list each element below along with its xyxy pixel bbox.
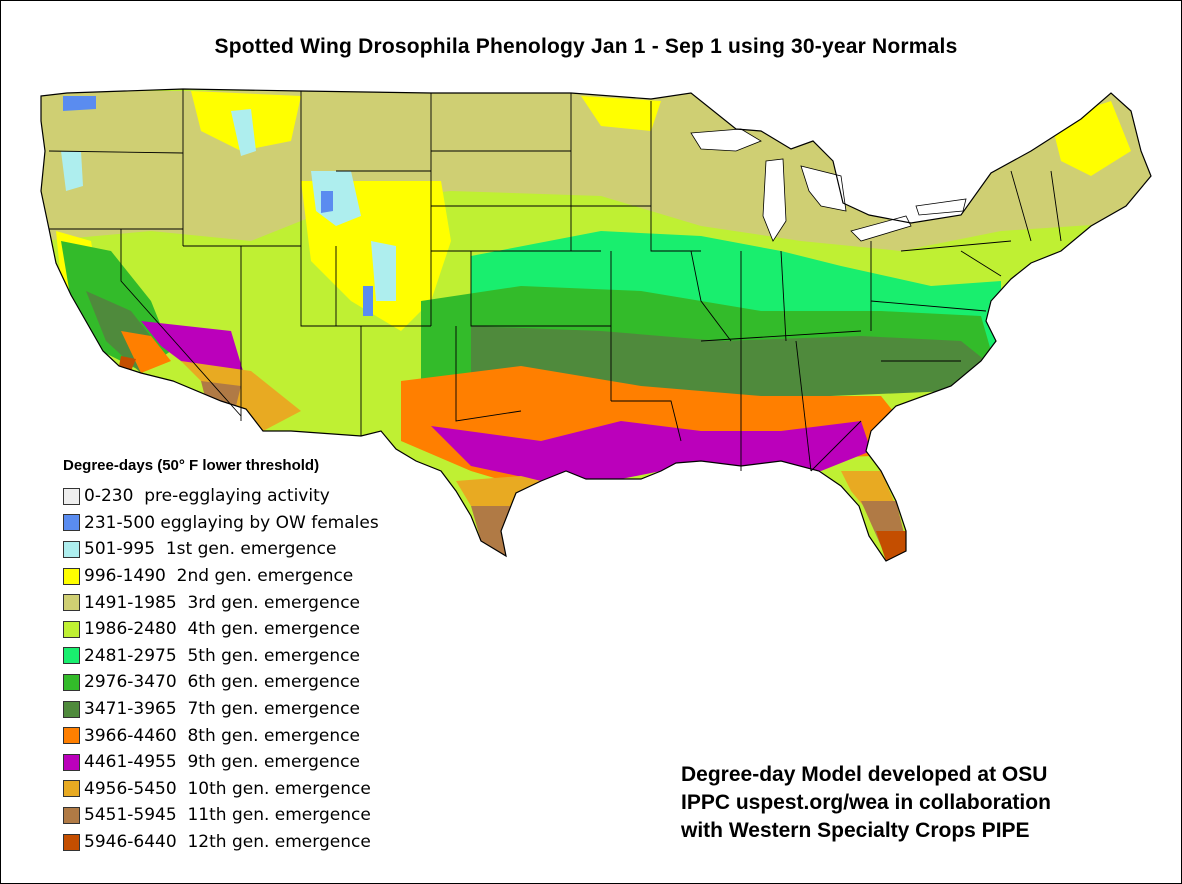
legend-item: 4956-5450 10th gen. emergence — [63, 776, 379, 803]
legend-swatch — [63, 780, 80, 798]
legend-label: 231-500 egglaying by OW females — [84, 512, 379, 533]
legend-item: 5451-5945 11th gen. emergence — [63, 802, 379, 829]
legend-label: 4956-5450 10th gen. emergence — [84, 778, 371, 799]
legend-label: 2481-2975 5th gen. emergence — [84, 645, 360, 666]
legend-item: 3966-4460 8th gen. emergence — [63, 722, 379, 749]
legend-swatch — [63, 567, 80, 585]
legend-item: 501-995 1st gen. emergence — [63, 536, 379, 563]
legend-label: 996-1490 2nd gen. emergence — [84, 566, 354, 587]
legend-label: 1491-1985 3rd gen. emergence — [84, 592, 361, 613]
legend-swatch — [63, 673, 80, 691]
legend-rows: 0-230 pre-egglaying activity 231-500 eggl… — [63, 483, 379, 855]
legend-item: 1491-1985 3rd gen. emergence — [63, 589, 379, 616]
credit-line-2: IPPC uspest.org/wea in collaboration — [681, 791, 1051, 814]
legend-item: 2481-2975 5th gen. emergence — [63, 643, 379, 670]
legend-swatch — [63, 487, 80, 505]
legend: Degree-days (50° F lower threshold) 0-23… — [63, 457, 379, 855]
legend-item: 1986-2480 4th gen. emergence — [63, 616, 379, 643]
legend-item: 231-500 egglaying by OW females — [63, 510, 379, 537]
legend-label: 4461-4955 9th gen. emergence — [84, 752, 360, 773]
legend-label: 5451-5945 11th gen. emergence — [84, 805, 371, 826]
map-title: Spotted Wing Drosophila Phenology Jan 1 … — [214, 35, 958, 58]
legend-label: 3471-3965 7th gen. emergence — [84, 699, 360, 720]
legend-swatch — [63, 753, 80, 771]
legend-swatch — [63, 647, 80, 665]
legend-title: Degree-days (50° F lower threshold) — [63, 457, 320, 474]
legend-label: 0-230 pre-egglaying activity — [84, 486, 330, 507]
legend-swatch — [63, 514, 80, 532]
legend-item: 5946-6440 12th gen. emergence — [63, 829, 379, 856]
credit-line-3: with Western Specialty Crops PIPE — [681, 819, 1030, 842]
legend-swatch — [63, 620, 80, 638]
legend-item: 3471-3965 7th gen. emergence — [63, 696, 379, 723]
credit-block: Degree-day Model developed at OSU IPPC u… — [681, 761, 1161, 845]
legend-swatch — [63, 806, 80, 824]
legend-label: 1986-2480 4th gen. emergence — [84, 619, 360, 640]
legend-swatch — [63, 727, 80, 745]
legend-label: 5946-6440 12th gen. emergence — [84, 832, 371, 853]
legend-item: 4461-4955 9th gen. emergence — [63, 749, 379, 776]
legend-swatch — [63, 540, 80, 558]
legend-item: 2976-3470 6th gen. emergence — [63, 669, 379, 696]
legend-item: 996-1490 2nd gen. emergence — [63, 563, 379, 590]
legend-swatch — [63, 833, 80, 851]
legend-swatch — [63, 594, 80, 612]
legend-item: 0-230 pre-egglaying activity — [63, 483, 379, 510]
legend-label: 501-995 1st gen. emergence — [84, 539, 337, 560]
credit-line-1: Degree-day Model developed at OSU — [681, 763, 1048, 786]
legend-swatch — [63, 700, 80, 718]
legend-label: 2976-3470 6th gen. emergence — [84, 672, 360, 693]
legend-label: 3966-4460 8th gen. emergence — [84, 725, 360, 746]
